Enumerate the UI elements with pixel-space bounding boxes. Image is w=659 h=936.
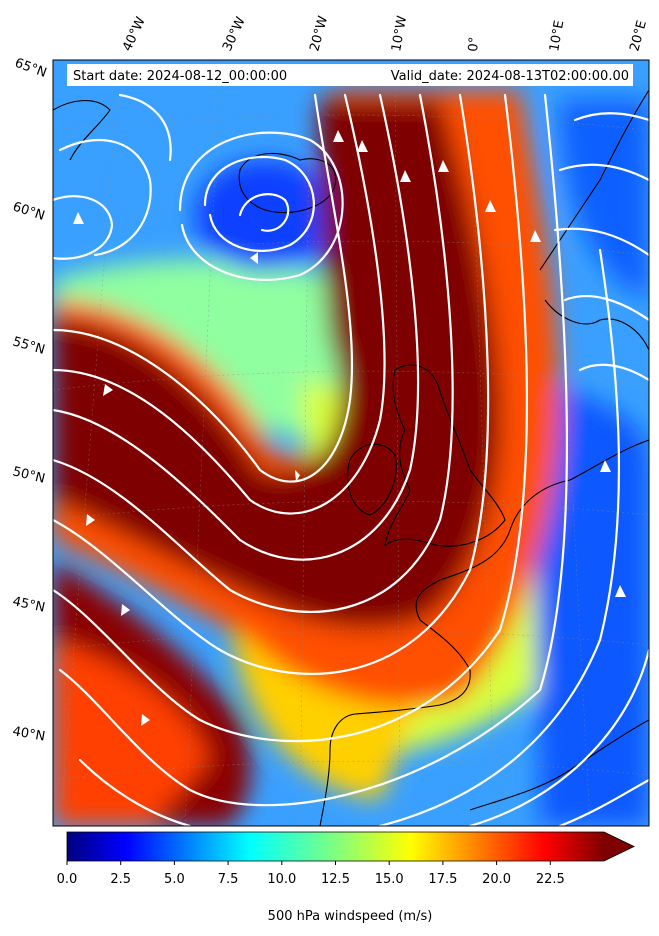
lat-label-65n: 65°N	[13, 56, 49, 81]
colorbar-tick-label: 12.5	[321, 872, 350, 887]
lon-label-10e: 10°E	[547, 19, 567, 52]
great-britain-coast	[384, 364, 506, 547]
colorbar-ticks: 0.0 2.5 5.0 7.5 10.0 12.5 15.0 17.5 20.0 22.5	[57, 861, 565, 887]
streamline-arrows	[73, 130, 626, 726]
colorbar: 0.0 2.5 5.0 7.5 10.0 12.5 15.0 17.5 20.0 22.5 500…	[57, 831, 635, 924]
colorbar-extend-arrow	[604, 832, 634, 861]
graticule	[53, 60, 649, 826]
continent-coast	[319, 439, 649, 826]
colorbar-tick-label: 17.5	[428, 872, 457, 887]
valid-date-text: Valid_date: 2024-08-13T02:00:00.00	[391, 69, 629, 84]
greenland-coast	[53, 99, 111, 161]
lat-label-40n: 40°N	[11, 724, 46, 744]
mediterranean-coast	[469, 719, 649, 811]
colorbar-tick-label: 5.0	[164, 872, 185, 887]
wind-streamlines	[53, 93, 649, 826]
colorbar-tick-label: 10.0	[267, 872, 296, 887]
longitude-labels: 40°W 30°W 20°W 10°W 0° 10°E 20°E	[120, 14, 650, 53]
colorbar-tick-label: 22.5	[536, 872, 565, 887]
colorbar-tick-label: 7.5	[218, 872, 239, 887]
colorbar-tick-label: 15.0	[375, 872, 404, 887]
map-frame	[52, 59, 650, 827]
lon-label-20w: 20°W	[307, 14, 331, 53]
lat-label-55n: 55°N	[11, 334, 47, 357]
lat-label-45n: 45°N	[11, 594, 46, 615]
coastlines	[53, 89, 649, 826]
colorbar-label: 500 hPa windspeed (m/s)	[268, 909, 433, 924]
lon-label-0: 0°	[466, 36, 482, 52]
colorbar-gradient	[67, 832, 604, 861]
lon-label-20e: 20°E	[627, 19, 650, 53]
iceland-coast	[238, 152, 337, 214]
colorbar-tick-label: 0.0	[57, 872, 78, 887]
lon-label-30w: 30°W	[220, 15, 249, 54]
lat-label-60n: 60°N	[11, 200, 47, 224]
lat-label-50n: 50°N	[11, 464, 46, 486]
lon-label-40w: 40°W	[120, 15, 149, 54]
start-date-text: Start date: 2024-08-12_00:00:00	[73, 69, 287, 84]
colorbar-tick-label: 20.0	[482, 872, 511, 887]
lon-label-10w: 10°W	[389, 15, 410, 53]
date-info-box: Start date: 2024-08-12_00:00:00 Valid_da…	[67, 64, 633, 86]
colorbar-tick-label: 2.5	[110, 872, 131, 887]
latitude-labels: 65°N 60°N 55°N 50°N 45°N 40°N	[11, 56, 49, 745]
map-panel	[53, 60, 649, 826]
